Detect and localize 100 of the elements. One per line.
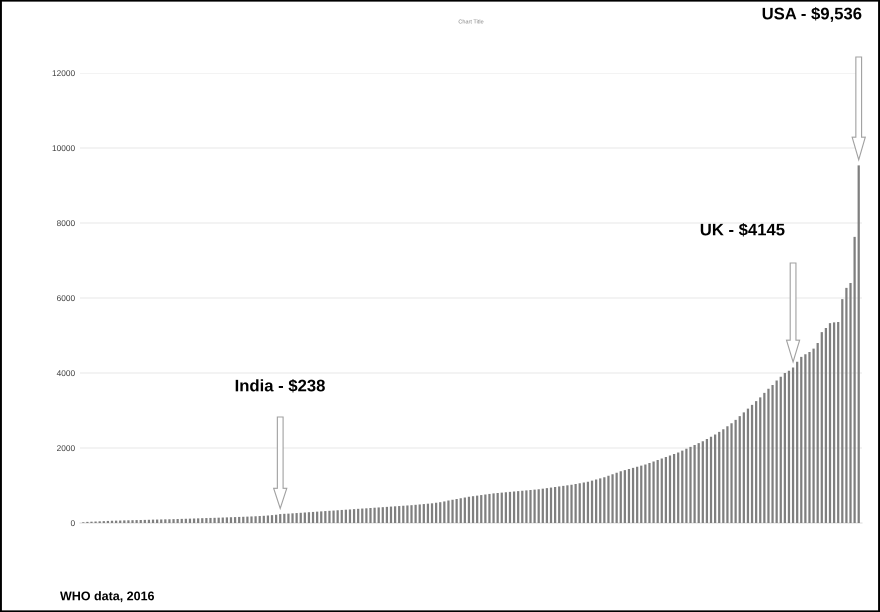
bar [620,471,622,523]
y-tick-label: 4000 [56,370,75,376]
bar [820,332,823,523]
bar [262,516,265,523]
bar [340,510,343,523]
bar [242,516,244,523]
bar [218,518,220,523]
bar [504,492,507,523]
bar [320,511,322,523]
bar [480,495,482,523]
bar [140,520,142,523]
bar [246,516,249,523]
bar [755,401,758,523]
y-tick-label: 10000 [52,145,75,152]
bar [201,518,204,523]
bar [644,464,646,523]
bar [599,478,602,523]
bar [616,472,618,523]
text: USA - $9,536 [762,6,862,22]
bar [841,299,844,523]
y-tick-label: 6000 [57,295,75,302]
bar [160,519,162,523]
bar [197,518,200,523]
y-tick-label: 0 [70,520,75,526]
bar [460,498,462,523]
bar [230,517,232,523]
bar [800,356,802,523]
bar [316,512,318,523]
bar [373,508,376,523]
bar [500,492,503,523]
bar [763,392,766,523]
annotation: UK - $4145 [700,222,785,237]
bar [521,490,524,523]
bar [558,486,560,523]
bar [324,511,326,523]
bar [578,483,581,523]
bar [422,504,425,523]
bar [603,477,606,523]
bar [300,512,302,523]
bar [718,432,720,523]
bar [344,510,347,523]
bar [418,504,421,523]
bar [135,520,138,523]
bar [681,450,684,523]
bar [180,518,183,523]
bar [562,486,564,523]
bar [742,412,745,523]
bar [279,514,282,523]
bar [152,520,154,523]
bar [238,516,240,523]
bar [144,520,146,523]
bar [234,517,236,523]
bar [188,518,192,523]
bar [439,502,442,523]
bar [698,443,700,523]
bar [476,496,478,523]
bar [123,520,126,523]
bar [308,512,310,523]
bar [456,499,458,523]
bar [640,466,642,523]
bar [352,509,356,523]
bar [382,507,384,523]
bar [858,165,860,523]
bar [131,520,134,523]
bar [184,518,187,523]
bar [542,488,544,523]
bar [205,518,208,523]
bar [164,519,166,523]
bar [784,373,786,523]
bar [776,380,778,523]
bar [156,520,158,523]
bar [357,508,360,523]
bar [656,460,659,523]
bar [283,514,286,523]
bar [402,506,404,523]
annotation: India - $238 [236,378,325,393]
bar [595,480,598,523]
bar [624,470,626,523]
y-tick-label: 8000 [56,220,75,226]
bar [172,519,175,523]
bar [426,504,430,523]
bar [378,507,380,523]
bar [176,519,179,523]
bar [538,489,540,523]
bar [168,519,171,523]
bar [296,513,298,523]
bar [258,516,261,523]
bar [361,508,364,523]
bar [435,502,438,523]
bar [517,491,520,523]
bar [722,429,724,523]
bar [270,515,274,523]
bar [574,484,577,523]
y-tick-label: 12000 [52,70,75,76]
bar [677,452,680,523]
bar [464,498,466,523]
bar [660,458,663,523]
bar [496,493,499,523]
text: WHO data, 2016 [60,591,154,602]
bar [222,518,224,523]
